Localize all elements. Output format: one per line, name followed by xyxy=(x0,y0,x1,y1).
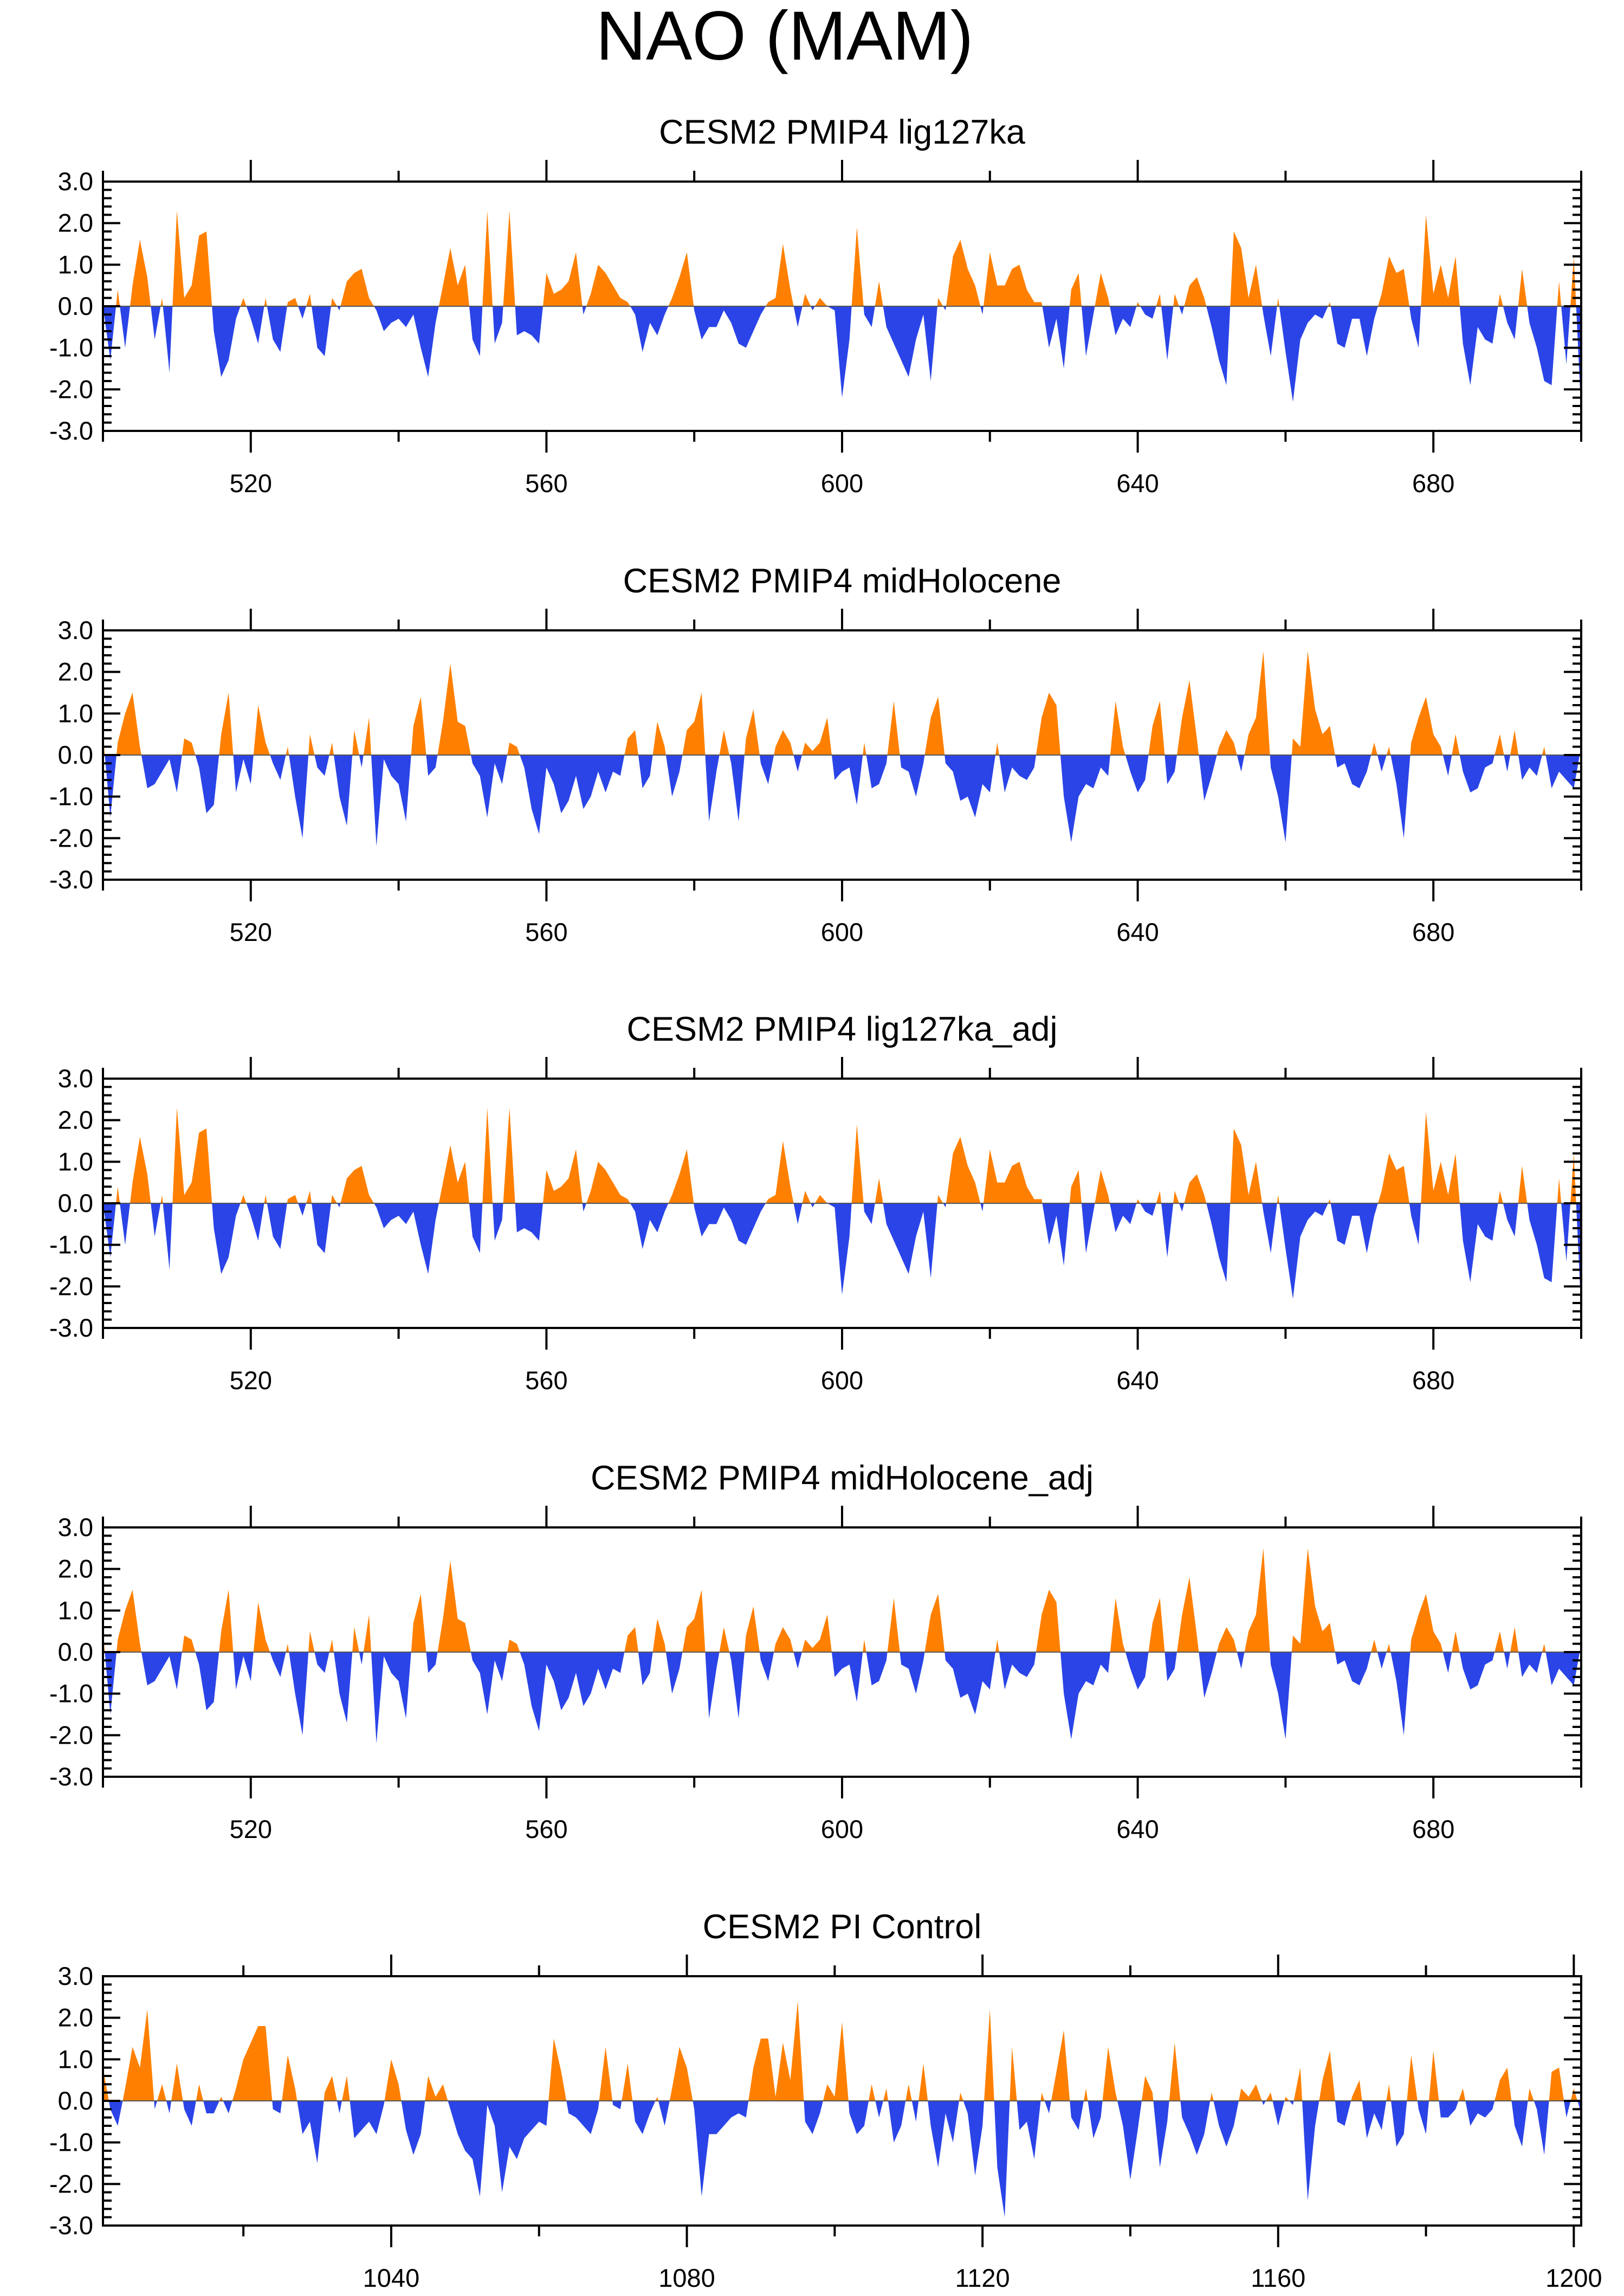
negative-anomaly-fill xyxy=(103,2101,1581,2217)
y-tick-label: 2.0 xyxy=(58,2003,93,2032)
positive-anomaly-fill xyxy=(103,1107,1581,1203)
plot-area xyxy=(103,210,1581,415)
x-tick-label: 520 xyxy=(230,1366,272,1395)
x-tick-label: 520 xyxy=(230,918,272,946)
panels: CESM2 PMIP4 lig127ka 3.0 2.0 1.0 0.0 -1.0 -2.0… xyxy=(49,113,1602,2292)
y-tick-label: -3.0 xyxy=(49,865,93,894)
x-tick-label: 560 xyxy=(525,469,567,498)
panel-3: CESM2 PMIP4 lig127ka_adj 3.0 2.0 1.0 0.0 -1.0… xyxy=(49,1010,1582,1395)
x-tick-label: 600 xyxy=(821,1815,863,1843)
y-tick-label: -2.0 xyxy=(49,1272,93,1300)
positive-anomaly-fill xyxy=(103,210,1581,306)
negative-anomaly-fill xyxy=(103,1652,1581,1744)
x-tick-label: 560 xyxy=(525,1366,567,1395)
y-tick-label: 0.0 xyxy=(58,292,93,320)
x-tick-label: 1120 xyxy=(955,2263,1010,2292)
y-tick-label: 1.0 xyxy=(58,1596,93,1624)
panel-title: CESM2 PI Control xyxy=(703,1908,982,1946)
panel-title: CESM2 PMIP4 lig127ka xyxy=(659,113,1026,151)
y-tick-label: 0.0 xyxy=(58,2086,93,2115)
plot-area xyxy=(103,651,1581,847)
y-tick-label: -3.0 xyxy=(49,1762,93,1791)
x-tick-label: 1200 xyxy=(1545,2263,1602,2292)
plot-area xyxy=(103,1107,1581,1312)
x-tick-label: 680 xyxy=(1412,469,1454,498)
x-tick-label: 640 xyxy=(1116,1815,1159,1843)
plot-area xyxy=(103,1548,1581,1744)
panel-title: CESM2 PMIP4 lig127ka_adj xyxy=(627,1010,1058,1048)
y-tick-label: 1.0 xyxy=(58,2045,93,2073)
y-tick-label: -2.0 xyxy=(49,2169,93,2198)
y-tick-label: 3.0 xyxy=(58,1064,93,1093)
y-tick-label: -2.0 xyxy=(49,1720,93,1749)
x-tick-label: 560 xyxy=(525,1815,567,1843)
x-tick-label: 1040 xyxy=(363,2263,420,2292)
x-tick-label: 1160 xyxy=(1251,2263,1305,2292)
y-tick-label: -1.0 xyxy=(49,333,93,362)
x-tick-label: 600 xyxy=(821,1366,863,1395)
y-tick-label: 2.0 xyxy=(58,209,93,237)
plot-area xyxy=(103,2001,1581,2217)
positive-anomaly-fill xyxy=(103,2001,1581,2101)
y-tick-label: 2.0 xyxy=(58,1555,93,1583)
y-tick-label: 3.0 xyxy=(58,616,93,644)
panel-2: CESM2 PMIP4 midHolocene 3.0 2.0 1.0 0.0 -1.0 -… xyxy=(49,562,1582,946)
y-tick-label: 3.0 xyxy=(58,167,93,196)
x-tick-label: 640 xyxy=(1116,1366,1159,1395)
x-tick-label: 680 xyxy=(1412,918,1454,946)
y-tick-label: -1.0 xyxy=(49,1230,93,1259)
y-tick-label: 1.0 xyxy=(58,1147,93,1176)
x-tick-label: 680 xyxy=(1412,1815,1454,1843)
y-tick-label: -1.0 xyxy=(49,782,93,811)
x-tick-label: 560 xyxy=(525,918,567,946)
y-tick-label: 3.0 xyxy=(58,1962,93,1990)
x-tick-label: 640 xyxy=(1116,918,1159,946)
positive-anomaly-fill xyxy=(103,1548,1581,1652)
x-tick-label: 520 xyxy=(230,469,272,498)
x-tick-label: 680 xyxy=(1412,1366,1454,1395)
x-tick-label: 520 xyxy=(230,1815,272,1843)
x-tick-label: 1080 xyxy=(658,2263,715,2292)
panel-title: CESM2 PMIP4 midHolocene_adj xyxy=(591,1459,1094,1497)
negative-anomaly-fill xyxy=(103,306,1581,415)
figure-title: NAO (MAM) xyxy=(596,0,974,75)
y-tick-label: -3.0 xyxy=(49,2211,93,2240)
y-tick-label: 2.0 xyxy=(58,1106,93,1134)
y-tick-label: 0.0 xyxy=(58,1189,93,1217)
y-tick-label: 0.0 xyxy=(58,1637,93,1666)
y-tick-label: -2.0 xyxy=(49,823,93,852)
x-tick-label: 600 xyxy=(821,469,863,498)
y-tick-label: -2.0 xyxy=(49,375,93,403)
y-tick-label: 1.0 xyxy=(58,250,93,279)
positive-anomaly-fill xyxy=(103,651,1581,755)
y-tick-label: 2.0 xyxy=(58,657,93,686)
panel-5: CESM2 PI Control 3.0 2.0 1.0 0.0 -1.0 -2.0 -3.0… xyxy=(49,1908,1602,2292)
y-tick-label: -1.0 xyxy=(49,2128,93,2157)
negative-anomaly-fill xyxy=(103,1203,1581,1312)
y-tick-label: -3.0 xyxy=(49,416,93,445)
y-tick-label: -3.0 xyxy=(49,1313,93,1342)
panel-4: CESM2 PMIP4 midHolocene_adj 3.0 2.0 1.0 0.0 -… xyxy=(49,1459,1582,1843)
y-tick-label: 0.0 xyxy=(58,740,93,769)
x-tick-label: 640 xyxy=(1116,469,1159,498)
y-tick-label: 1.0 xyxy=(58,699,93,727)
y-tick-label: -1.0 xyxy=(49,1679,93,1708)
negative-anomaly-fill xyxy=(103,755,1581,847)
y-tick-label: 3.0 xyxy=(58,1513,93,1542)
panel-1: CESM2 PMIP4 lig127ka 3.0 2.0 1.0 0.0 -1.0 -2.0… xyxy=(49,113,1582,498)
panel-title: CESM2 PMIP4 midHolocene xyxy=(623,562,1062,600)
x-tick-label: 600 xyxy=(821,918,863,946)
